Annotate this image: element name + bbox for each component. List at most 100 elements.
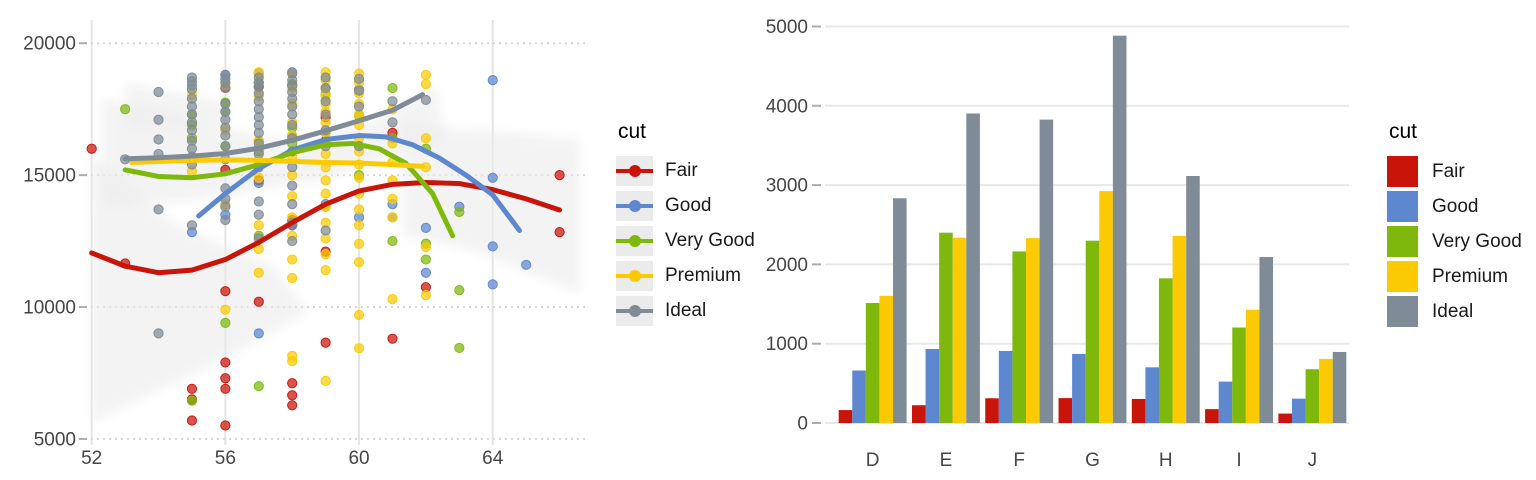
x-category-label: J bbox=[1308, 450, 1318, 471]
bar-I-premium bbox=[1245, 309, 1260, 423]
legend-item-very-good: Very Good bbox=[1387, 226, 1536, 257]
x-category-label: H bbox=[1159, 450, 1173, 471]
scatter-point bbox=[153, 204, 164, 215]
bar-J-good bbox=[1291, 398, 1306, 423]
legend-title: cut bbox=[618, 120, 647, 143]
bar-J-ideal bbox=[1332, 351, 1347, 423]
scatter-cut-legend: cut Fair Good Very Good Premium Ideal bbox=[616, 120, 766, 326]
scatter-point bbox=[153, 134, 164, 145]
scatter-point bbox=[287, 378, 298, 389]
scatter-point bbox=[320, 188, 331, 199]
bar-group-J bbox=[1278, 351, 1347, 423]
scatter-point bbox=[287, 400, 298, 411]
bar-F-ideal bbox=[1039, 119, 1054, 423]
legend-item-label: Good bbox=[1432, 195, 1479, 217]
legend-key-swatch bbox=[1387, 296, 1418, 327]
bar-cut-legend: cut Fair Good Very Good Premium Ideal bbox=[1387, 120, 1536, 327]
scatter-point bbox=[387, 333, 398, 344]
scatter-point bbox=[487, 241, 498, 252]
bar-G-ideal bbox=[1112, 35, 1127, 424]
scatter-point bbox=[420, 222, 432, 233]
y-tick-label: 5000 bbox=[34, 429, 76, 450]
legend-item-fair: Fair bbox=[616, 156, 766, 186]
scatter-point bbox=[420, 69, 432, 80]
scatter-point bbox=[387, 235, 398, 247]
bar-D-very-good bbox=[865, 303, 880, 423]
bar-E-good bbox=[925, 349, 940, 423]
legend-item-premium: Premium bbox=[1387, 261, 1536, 292]
scatter-point bbox=[220, 317, 231, 328]
scatter-point bbox=[253, 209, 264, 220]
bar-D-premium bbox=[879, 295, 894, 423]
scatter-point bbox=[220, 82, 231, 94]
x-tick-label: 52 bbox=[81, 448, 102, 469]
bar-group-I bbox=[1205, 257, 1274, 423]
bar-I-good bbox=[1218, 381, 1233, 423]
y-tick-label: 3000 bbox=[766, 176, 808, 197]
legend-key-line-dot bbox=[616, 261, 653, 291]
legend-item-label: Fair bbox=[1432, 160, 1465, 182]
scatter-point bbox=[420, 290, 432, 301]
scatter-point bbox=[420, 254, 432, 265]
legend-item-label: Very Good bbox=[1432, 230, 1522, 252]
legend-item-fair: Fair bbox=[1387, 156, 1536, 187]
scatter-point bbox=[554, 227, 565, 238]
legend-key-swatch bbox=[1387, 156, 1418, 187]
bar-I-ideal bbox=[1259, 257, 1274, 423]
smooth-line-good bbox=[196, 133, 522, 234]
scatter-point bbox=[554, 170, 565, 181]
bar-H-ideal bbox=[1186, 175, 1200, 423]
x-tick-label: 56 bbox=[215, 448, 236, 469]
legend-item-label: Ideal bbox=[1432, 300, 1474, 322]
scatter-point bbox=[186, 84, 198, 95]
scatter-point bbox=[220, 420, 231, 431]
scatter-point bbox=[487, 172, 498, 183]
confidence-band bbox=[125, 82, 226, 128]
scatter-point bbox=[420, 267, 432, 278]
scatter-point bbox=[220, 214, 231, 226]
bar-J-fair bbox=[1278, 413, 1292, 423]
y-tick-label: 0 bbox=[797, 414, 808, 435]
x-tick-label: 60 bbox=[348, 448, 369, 469]
bar-H-good bbox=[1145, 367, 1159, 423]
scatter-point bbox=[287, 199, 298, 210]
legend-item-label: Premium bbox=[665, 265, 742, 286]
scatter-point bbox=[454, 206, 465, 218]
smooth-line-very-good bbox=[122, 140, 456, 239]
y-tick-label: 4000 bbox=[766, 96, 808, 117]
x-category-label: E bbox=[940, 450, 953, 471]
bar-G-good bbox=[1072, 353, 1086, 423]
bar-group-G bbox=[1058, 35, 1127, 424]
scatter-point bbox=[253, 220, 264, 231]
bar-E-fair bbox=[911, 405, 926, 423]
y-tick-label: 10000 bbox=[23, 298, 76, 319]
scatter-point bbox=[253, 381, 264, 392]
scatter-point bbox=[287, 119, 298, 131]
smooth-line-premium bbox=[129, 157, 426, 169]
bar-F-good bbox=[998, 350, 1013, 423]
scatter-point bbox=[287, 390, 298, 401]
scatter-point bbox=[253, 172, 264, 183]
scatter-point bbox=[353, 73, 365, 84]
scatter-point bbox=[454, 342, 465, 354]
legend-items: Fair Good Very Good Premium Ideal bbox=[1387, 156, 1536, 327]
bar-D-good bbox=[852, 370, 866, 423]
scatter-point bbox=[186, 395, 198, 406]
scatter-point bbox=[387, 96, 398, 107]
bar-E-premium bbox=[952, 237, 967, 423]
scatter-point bbox=[253, 267, 264, 278]
legend-item-good: Good bbox=[1387, 191, 1536, 222]
x-category-label: F bbox=[1013, 450, 1025, 471]
bar-E-very-good bbox=[939, 232, 953, 423]
bar-group-H bbox=[1131, 175, 1200, 423]
bar-D-ideal bbox=[893, 198, 907, 423]
x-tick-label: 64 bbox=[482, 448, 504, 469]
scatter-point bbox=[287, 272, 298, 284]
bar-G-very-good bbox=[1085, 240, 1100, 423]
x-category-label: I bbox=[1236, 450, 1241, 471]
bar-F-premium bbox=[1026, 238, 1040, 423]
scatter-point bbox=[387, 212, 398, 223]
bar-group-F bbox=[985, 119, 1054, 423]
scatter-point bbox=[353, 101, 365, 112]
